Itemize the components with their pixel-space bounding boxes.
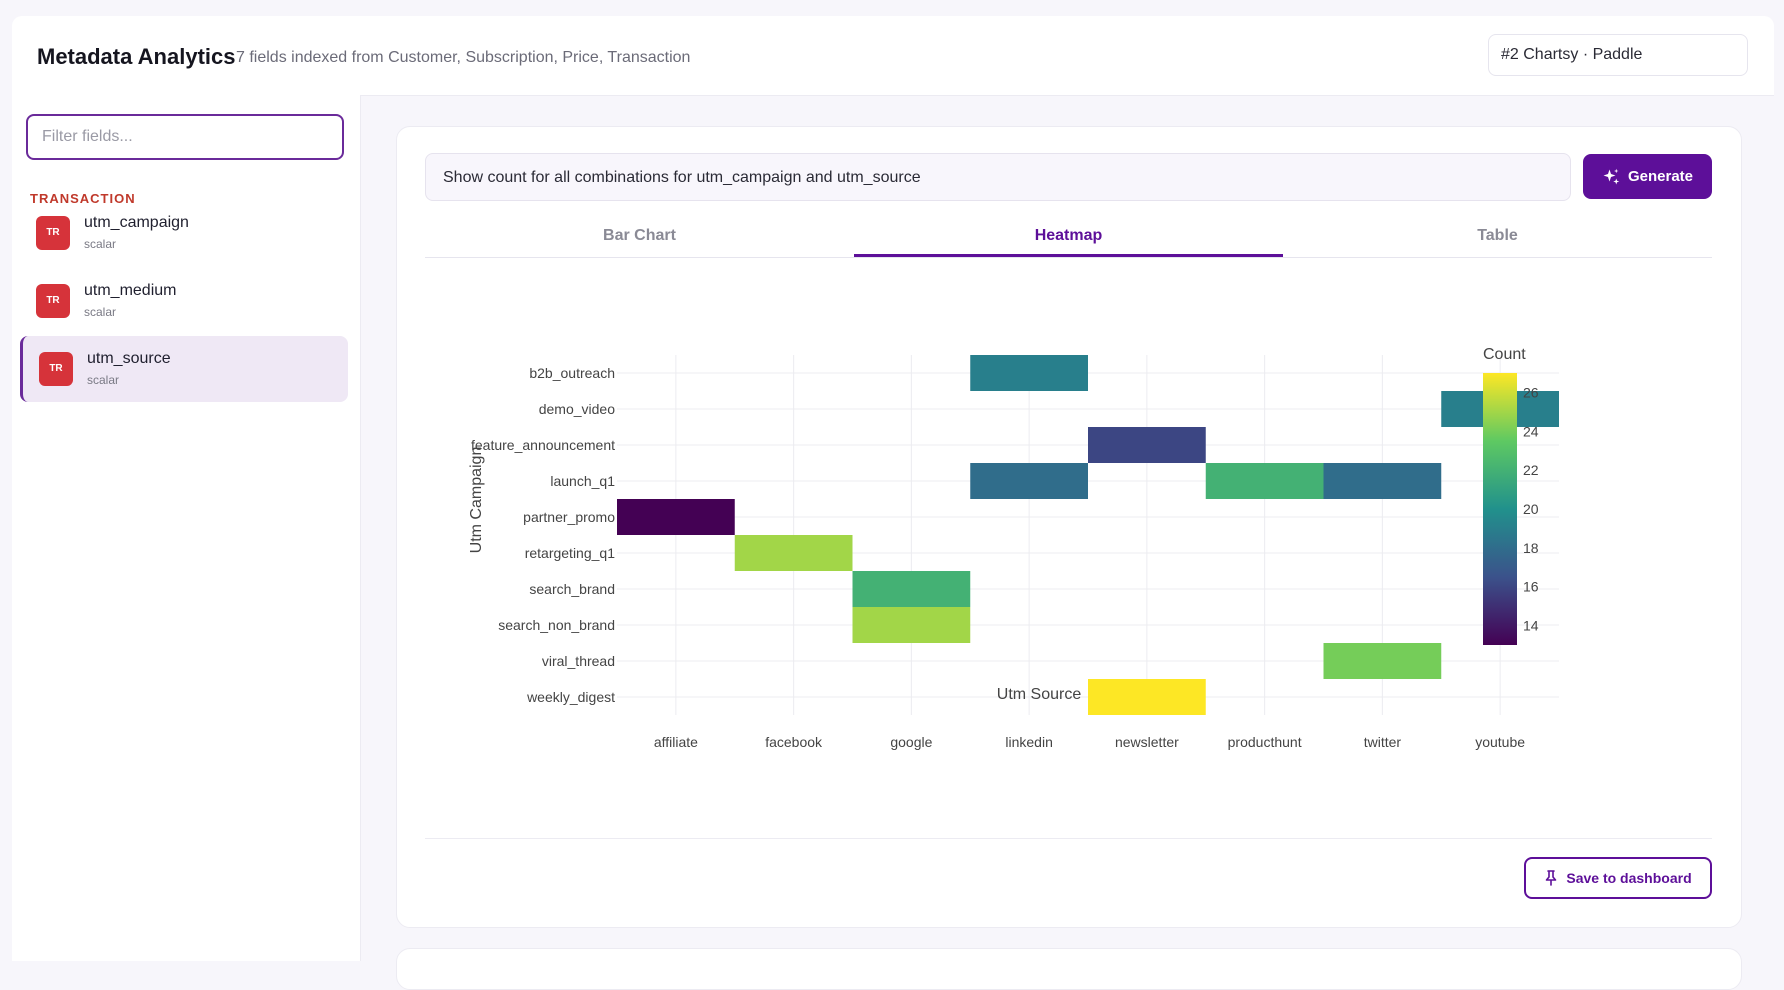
tab-heatmap[interactable]: Heatmap xyxy=(854,221,1283,257)
field-item-utm-medium[interactable]: TR utm_medium scalar xyxy=(20,268,348,334)
x-tick-label: facebook xyxy=(765,734,823,750)
group-label-transaction: TRANSACTION xyxy=(30,191,136,206)
view-tabs: Bar Chart Heatmap Table xyxy=(425,221,1712,258)
colorbar-tick-label: 26 xyxy=(1523,384,1539,400)
heatmap-cell[interactable] xyxy=(617,499,735,535)
field-type: scalar xyxy=(84,237,117,251)
heatmap-cell[interactable] xyxy=(1205,463,1324,499)
heatmap-cell[interactable] xyxy=(852,607,971,643)
x-tick-label: newsletter xyxy=(1115,734,1179,750)
workspace-selector[interactable]: #2 Chartsy · Paddle xyxy=(1488,34,1748,76)
heatmap-cell[interactable] xyxy=(852,571,971,607)
sparkles-icon xyxy=(1603,168,1620,184)
x-tick-labels: affiliate facebook google linkedin newslette… xyxy=(654,734,1525,750)
y-tick-label: search_brand xyxy=(529,581,615,597)
colorbar-tick-label: 18 xyxy=(1523,540,1539,556)
colorbar-tick-label: 22 xyxy=(1523,462,1539,478)
save-button-label: Save to dashboard xyxy=(1566,870,1692,886)
colorbar-title: Count xyxy=(1483,346,1526,363)
y-tick-label: weekly_digest xyxy=(526,689,615,705)
y-tick-label: search_non_brand xyxy=(498,617,615,633)
y-tick-label: launch_q1 xyxy=(550,473,615,489)
y-tick-labels: b2b_outreach demo_video feature_announceme… xyxy=(471,365,615,705)
x-tick-label: google xyxy=(890,734,932,750)
y-tick-label: retargeting_q1 xyxy=(525,545,616,561)
y-axis-title: Utm Campaign xyxy=(468,447,485,554)
heatmap-chart: b2b_outreach demo_video feature_announceme… xyxy=(425,275,1712,775)
save-to-dashboard-button[interactable]: Save to dashboard xyxy=(1524,857,1712,899)
colorbar-tick-label: 24 xyxy=(1523,423,1539,439)
field-name: utm_campaign xyxy=(84,214,189,231)
heatmap-svg: b2b_outreach demo_video feature_announceme… xyxy=(468,346,1559,750)
heatmap-cell[interactable] xyxy=(970,463,1088,499)
heatmap-cell[interactable] xyxy=(1323,643,1442,679)
y-tick-label: partner_promo xyxy=(523,509,615,525)
colorbar-tick-label: 16 xyxy=(1523,579,1539,595)
sidebar: TRANSACTION TR utm_campaign scalar TR ut… xyxy=(12,95,361,961)
x-tick-label: affiliate xyxy=(654,734,698,750)
y-tick-label: feature_announcement xyxy=(471,437,615,453)
field-badge: TR xyxy=(36,216,70,250)
page-subtitle: 7 fields indexed from Customer, Subscrip… xyxy=(236,49,691,66)
heatmap-cell[interactable] xyxy=(1088,427,1206,463)
field-item-utm-source[interactable]: TR utm_source scalar xyxy=(20,336,348,402)
tab-bar-chart[interactable]: Bar Chart xyxy=(603,227,676,244)
page-title: Metadata Analytics xyxy=(37,44,236,69)
app-header: Metadata Analytics 7 fields indexed from… xyxy=(12,16,1774,96)
filter-fields-input[interactable] xyxy=(26,114,344,160)
field-name: utm_medium xyxy=(84,282,177,299)
colorbar xyxy=(1483,373,1517,645)
x-axis-title: Utm Source xyxy=(997,686,1082,703)
colorbar-ticks: 14 16 18 20 22 24 26 xyxy=(1523,384,1539,633)
x-tick-label: linkedin xyxy=(1005,734,1052,750)
y-tick-label: demo_video xyxy=(539,401,615,417)
field-type: scalar xyxy=(84,305,117,319)
secondary-card xyxy=(396,948,1742,990)
field-name: utm_source xyxy=(87,350,171,367)
tab-table[interactable]: Table xyxy=(1477,227,1518,244)
query-card: Show count for all combinations for utm_… xyxy=(396,126,1742,928)
colorbar-tick-label: 20 xyxy=(1523,501,1539,517)
field-type: scalar xyxy=(87,373,120,387)
x-tick-label: youtube xyxy=(1475,734,1525,750)
card-divider xyxy=(425,838,1712,839)
field-badge: TR xyxy=(36,284,70,318)
pin-icon xyxy=(1546,870,1557,886)
heatmap-cell[interactable] xyxy=(734,535,853,571)
heatmap-cell[interactable] xyxy=(1088,679,1206,715)
field-badge: TR xyxy=(39,352,73,386)
y-tick-label: b2b_outreach xyxy=(529,365,615,381)
field-item-utm-campaign[interactable]: TR utm_campaign scalar xyxy=(20,200,348,266)
generate-button-label: Generate xyxy=(1627,168,1694,185)
y-tick-label: viral_thread xyxy=(542,653,615,669)
heatmap-cell[interactable] xyxy=(970,355,1088,391)
generate-button[interactable]: Generate xyxy=(1583,154,1712,199)
x-tick-label: twitter xyxy=(1364,734,1402,750)
colorbar-tick-label: 14 xyxy=(1523,618,1539,634)
heatmap-cell[interactable] xyxy=(1323,463,1442,499)
x-tick-label: producthunt xyxy=(1228,734,1302,750)
query-prompt-input[interactable]: Show count for all combinations for utm_… xyxy=(425,153,1571,201)
